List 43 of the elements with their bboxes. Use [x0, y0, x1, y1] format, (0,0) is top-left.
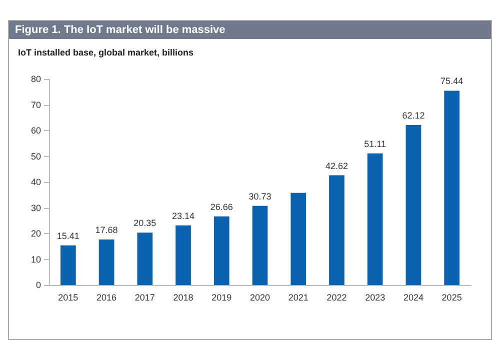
data-label: 51.11: [364, 138, 386, 149]
y-tick-label: 0: [36, 280, 41, 290]
data-label: 75.44: [440, 76, 464, 86]
data-label: 23.14: [172, 210, 195, 221]
y-tick-label: 30: [30, 202, 41, 213]
bar: [98, 239, 114, 285]
x-tick-label: 2017: [134, 292, 155, 302]
y-tick-label: 80: [30, 74, 41, 84]
x-tick-label: 2023: [365, 292, 386, 302]
y-tick-label: 40: [30, 177, 41, 187]
bar: [444, 90, 460, 285]
bar: [252, 206, 268, 285]
x-tick-label: 2021: [288, 292, 308, 302]
y-tick-label: 50: [30, 151, 41, 162]
x-tick-label: 2024: [403, 292, 424, 302]
bar: [137, 232, 153, 285]
data-label: 42.62: [325, 160, 348, 171]
y-tick-label: 60: [30, 126, 41, 136]
chart-title: Figure 1. The IoT market will be massive: [9, 21, 491, 39]
data-label: 30.73: [248, 191, 272, 202]
data-label: 62.12: [402, 110, 425, 121]
x-tick-label: 2025: [442, 292, 462, 302]
bar: [329, 175, 344, 285]
bar: [60, 245, 76, 285]
x-tick-label: 2022: [326, 292, 347, 302]
y-tick-label: 10: [30, 254, 41, 264]
bar: [290, 192, 306, 285]
chart-subtitle: IoT installed base, global market, billions: [18, 48, 194, 58]
data-label: 17.68: [95, 224, 118, 235]
x-tick-label: 2019: [212, 292, 232, 302]
x-tick-label: 2016: [96, 292, 117, 302]
data-label: 20.35: [134, 218, 156, 228]
data-label: 26.66: [210, 202, 233, 212]
bar: [176, 225, 191, 285]
x-tick-label: 2018: [173, 292, 194, 302]
bar: [367, 153, 383, 285]
y-tick-label: 20: [30, 228, 41, 238]
x-tick-label: 2020: [250, 292, 270, 302]
bar: [214, 216, 230, 285]
data-label: 15.41: [56, 230, 80, 241]
y-tick-label: 70: [30, 100, 41, 110]
x-tick-label: 2015: [58, 292, 78, 302]
bar: [406, 125, 422, 285]
